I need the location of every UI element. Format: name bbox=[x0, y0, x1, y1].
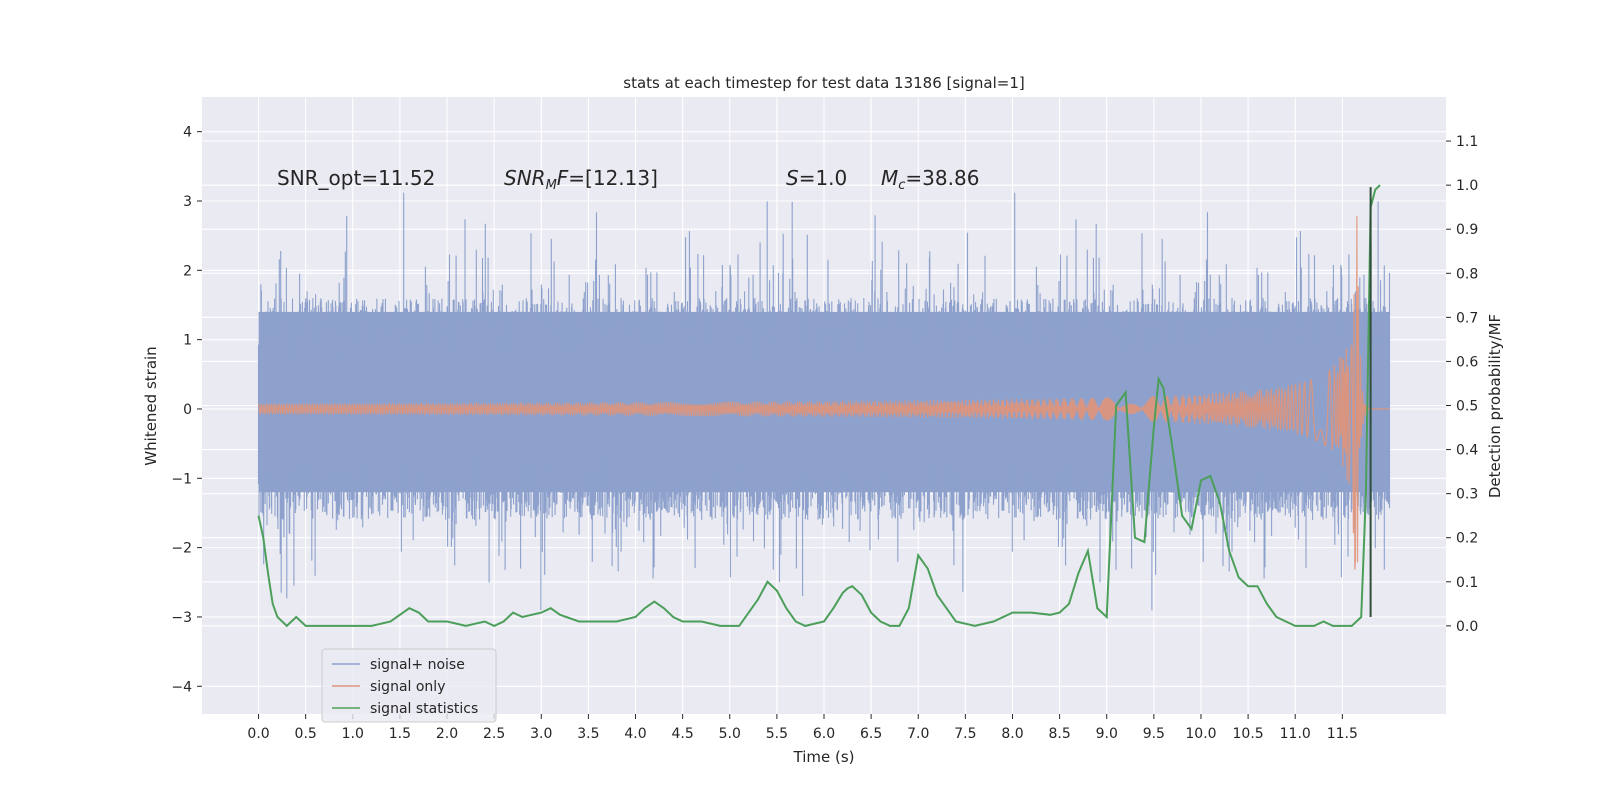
x-tick-label: 10.5 bbox=[1233, 726, 1264, 742]
x-tick-label: 8.5 bbox=[1048, 726, 1070, 742]
x-tick-label: 0.5 bbox=[295, 726, 317, 742]
y-axis-right-label: Detection probability/MF bbox=[1486, 314, 1504, 498]
x-tick-label: 1.0 bbox=[342, 726, 364, 742]
legend-label-signal-statistics: signal statistics bbox=[370, 701, 478, 717]
x-tick-label: 3.0 bbox=[530, 726, 552, 742]
x-tick-label: 4.0 bbox=[624, 726, 646, 742]
x-axis-ticks: 0.0 0.5 1.0 1.5 2.0 2.5 3.0 3.5 4.0 4.5 5.0 5.5 6.0 6… bbox=[247, 714, 1358, 742]
y-axis-left-ticks: 4 3 2 1 0 −1 −2 −3 −4 bbox=[171, 125, 202, 695]
y-right-tick-label: 0.4 bbox=[1456, 443, 1478, 459]
annotation-mc-value: =38.86 bbox=[905, 166, 979, 190]
annotation-s-var: S bbox=[786, 166, 799, 190]
annotation-snr-mf-value: =[12.13] bbox=[568, 166, 658, 190]
annotation-mc: Mc=38.86 bbox=[881, 166, 979, 193]
signal-statistics-line bbox=[257, 184, 1381, 628]
legend: signal+ noise signal only signal statist… bbox=[321, 648, 497, 723]
annotation-snr-mf: SNRMF=[12.13] bbox=[504, 166, 658, 193]
y-right-tick-label: 1.1 bbox=[1456, 134, 1478, 150]
y-left-tick-label: 1 bbox=[183, 333, 192, 349]
annotation-s-value: =1.0 bbox=[799, 166, 848, 190]
annotation-mc-sub: c bbox=[898, 178, 905, 193]
y-left-tick-label: 0 bbox=[183, 402, 192, 418]
legend-label-signal-noise: signal+ noise bbox=[370, 657, 465, 673]
y-left-tick-label: 3 bbox=[183, 194, 192, 210]
x-tick-label: 2.5 bbox=[483, 726, 505, 742]
y-axis-right-ticks: 1.1 1.0 0.9 0.8 0.7 0.6 0.5 0.4 0.3 0.2 0.1 0.0 bbox=[1446, 134, 1478, 635]
legend-label-signal-only: signal only bbox=[370, 679, 445, 695]
x-tick-label: 8.0 bbox=[1001, 726, 1023, 742]
legend-box bbox=[321, 648, 497, 723]
y-left-tick-label: −4 bbox=[171, 679, 192, 695]
y-right-tick-label: 0.2 bbox=[1456, 531, 1478, 547]
y-right-tick-label: 0.3 bbox=[1456, 487, 1478, 503]
x-tick-label: 7.0 bbox=[907, 726, 929, 742]
y-left-tick-label: −2 bbox=[171, 541, 192, 557]
y-left-tick-label: 4 bbox=[183, 125, 192, 141]
x-tick-label: 9.0 bbox=[1096, 726, 1118, 742]
y-left-tick-label: −1 bbox=[171, 471, 192, 487]
y-right-tick-label: 0.9 bbox=[1456, 222, 1478, 238]
x-tick-label: 0.0 bbox=[247, 726, 269, 742]
x-tick-label: 10.0 bbox=[1185, 726, 1216, 742]
x-tick-label: 5.0 bbox=[719, 726, 741, 742]
x-tick-label: 11.0 bbox=[1280, 726, 1311, 742]
annotation-mc-var: M bbox=[881, 166, 898, 190]
y-axis-left-label: Whitened strain bbox=[142, 346, 160, 465]
x-tick-label: 6.5 bbox=[860, 726, 882, 742]
y-left-tick-label: −3 bbox=[171, 610, 192, 626]
annotation-snr-mf-rest-f: F bbox=[557, 166, 569, 190]
y-right-tick-label: 1.0 bbox=[1456, 178, 1478, 194]
y-right-tick-label: 0.0 bbox=[1456, 619, 1478, 635]
x-axis-label: Time (s) bbox=[793, 748, 855, 766]
annotation-snr-mf-main: SNR bbox=[504, 166, 546, 190]
annotation-snr-mf-sub: M bbox=[546, 178, 557, 193]
x-tick-label: 11.5 bbox=[1327, 726, 1358, 742]
signal-statistics-series bbox=[257, 184, 1381, 628]
y-right-tick-label: 0.7 bbox=[1456, 310, 1478, 326]
y-right-tick-label: 0.6 bbox=[1456, 354, 1478, 370]
x-tick-label: 1.5 bbox=[389, 726, 411, 742]
y-left-tick-label: 2 bbox=[183, 263, 192, 279]
signal-only-series bbox=[257, 215, 1390, 570]
x-tick-label: 6.0 bbox=[813, 726, 835, 742]
y-right-tick-label: 0.5 bbox=[1456, 399, 1478, 415]
y-right-tick-label: 0.8 bbox=[1456, 266, 1478, 282]
annotation-s: S=1.0 bbox=[786, 166, 847, 190]
x-tick-label: 9.5 bbox=[1143, 726, 1165, 742]
y-right-tick-label: 0.1 bbox=[1456, 575, 1478, 591]
chart-title: stats at each timestep for test data 131… bbox=[623, 74, 1024, 92]
signal-only-line bbox=[257, 215, 1390, 570]
x-tick-label: 5.5 bbox=[766, 726, 788, 742]
x-tick-label: 2.0 bbox=[436, 726, 458, 742]
x-tick-label: 4.5 bbox=[672, 726, 694, 742]
x-tick-label: 3.5 bbox=[577, 726, 599, 742]
x-tick-label: 7.5 bbox=[954, 726, 976, 742]
annotation-snr-opt: SNR_opt=11.52 bbox=[277, 166, 435, 190]
